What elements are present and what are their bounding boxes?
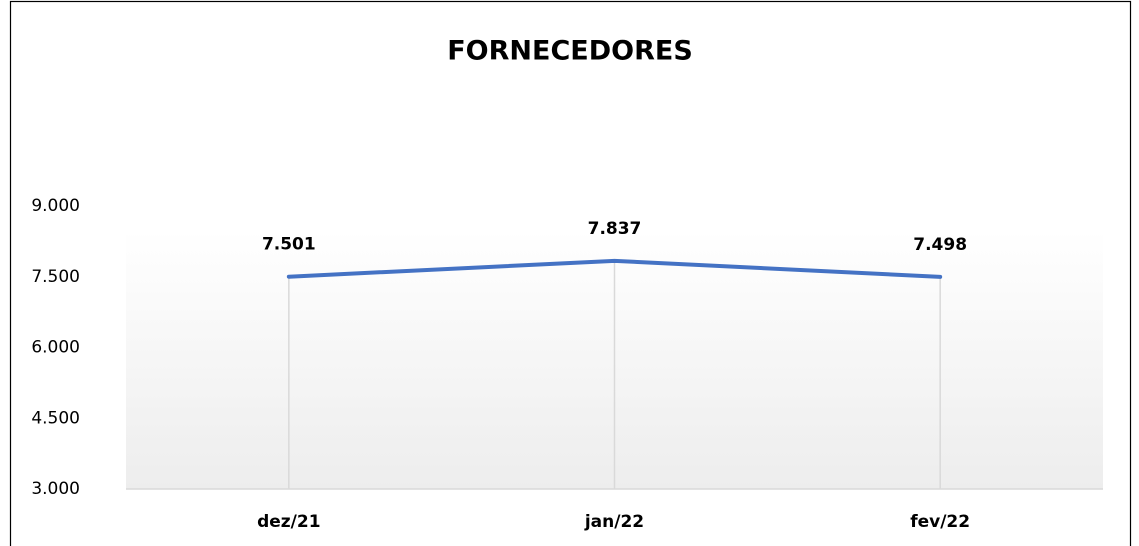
x-tick-label: dez/21 [257,512,320,532]
data-label: 7.498 [913,235,967,255]
y-tick-label: 9.000 [31,196,80,216]
y-tick-label: 7.500 [31,267,80,287]
y-tick-label: 3.000 [31,479,80,499]
x-tick-label: jan/22 [584,512,644,532]
x-tick-label: fev/22 [910,512,970,532]
y-tick-label: 6.000 [31,338,80,358]
y-tick-label: 4.500 [31,408,80,428]
line-series [286,258,943,279]
data-label: 7.501 [262,235,316,255]
chart-title: FORNECEDORES [447,36,693,67]
data-label: 7.837 [588,219,642,239]
